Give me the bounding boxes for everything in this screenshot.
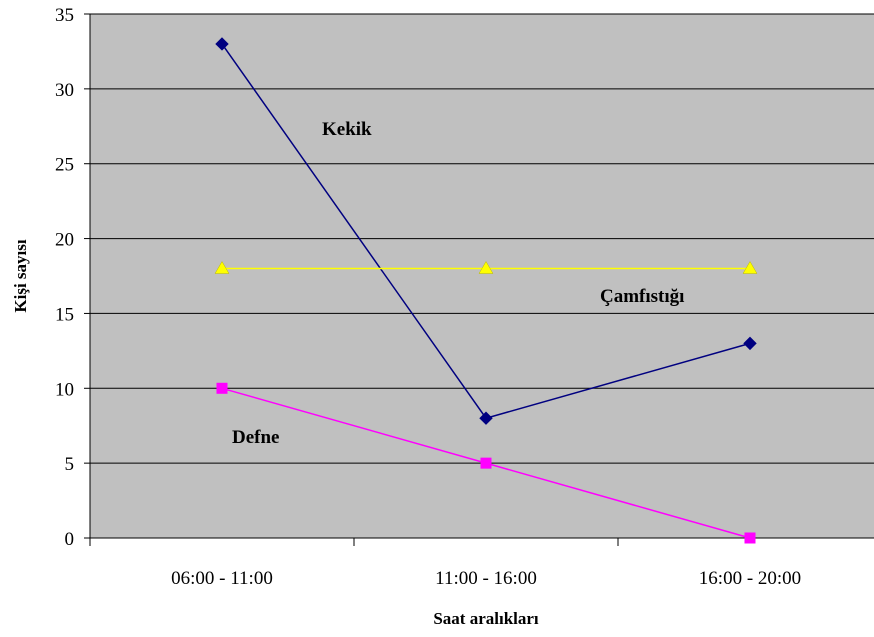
y-tick-label: 20: [55, 230, 74, 251]
x-tick-label: 16:00 - 20:00: [699, 568, 801, 589]
marker-triangle-camfstg: [478, 261, 494, 274]
marker-diamond-kekik: [215, 37, 229, 51]
y-tick-label: 10: [55, 379, 74, 400]
marker-triangle-camfstg: [214, 261, 230, 274]
marker-diamond-kekik: [479, 411, 493, 425]
x-tick-label: 06:00 - 11:00: [171, 568, 273, 589]
x-tick-label: 11:00 - 16:00: [435, 568, 537, 589]
y-axis-title: Kişi sayısı: [11, 239, 30, 312]
y-tick-label: 15: [55, 304, 74, 325]
y-tick-label: 30: [55, 80, 74, 101]
marker-triangle-camfstg: [742, 261, 758, 274]
series-label-camfstg: Çamfıstığı: [600, 286, 684, 307]
marker-square-defne: [744, 532, 756, 544]
series-label-defne: Defne: [232, 427, 279, 448]
y-tick-label: 5: [65, 454, 75, 475]
marker-diamond-kekik: [743, 336, 757, 351]
x-tick-labels: 06:00 - 11:00 11:00 - 16:00 16:00 - 20:00: [171, 568, 801, 589]
y-tick-label: 0: [65, 529, 75, 550]
y-tick-labels: 0 5 10 15 20 25 30 35: [55, 5, 74, 550]
y-tick-label: 35: [55, 5, 74, 26]
marker-square-defne: [480, 457, 492, 469]
marker-square-defne: [216, 382, 228, 394]
series-label-kekik: Kekik: [322, 119, 372, 140]
series-lines: [214, 37, 758, 544]
plot-area: [90, 14, 874, 538]
y-tick-label: 25: [55, 155, 74, 176]
series-labels: Kekik Çamfıstığı Defne: [232, 119, 684, 448]
x-axis-title: Saat aralıkları: [433, 609, 539, 628]
